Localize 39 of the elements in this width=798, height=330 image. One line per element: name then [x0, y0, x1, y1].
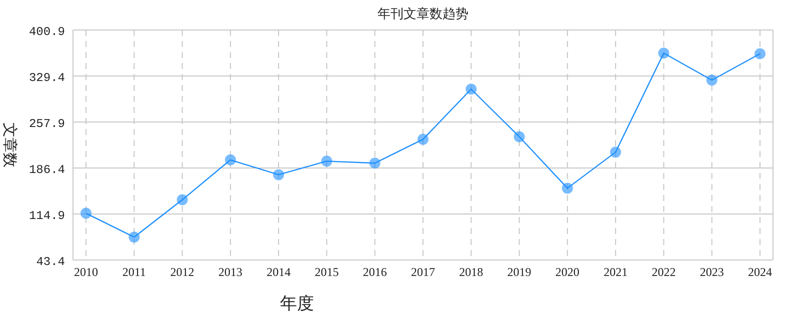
x-tick-label: 2013 — [218, 265, 242, 279]
chart-title: 年刊文章数趋势 — [378, 6, 468, 21]
y-tick-label: 400.9 — [28, 25, 65, 39]
x-tick-label: 2015 — [314, 265, 339, 279]
x-tick-label: 2011 — [122, 265, 146, 279]
x-tick-label: 2024 — [748, 265, 772, 279]
x-tick-label: 2021 — [604, 265, 628, 279]
point — [754, 48, 766, 60]
x-tick-label: 2019 — [507, 265, 532, 279]
y-axis-title: 文章数 — [1, 122, 18, 168]
x-tick-label: 2018 — [459, 265, 484, 279]
point — [658, 48, 670, 59]
y-tick-label: 257.9 — [28, 117, 65, 131]
point — [418, 134, 428, 145]
point — [706, 74, 718, 86]
x-tick-label: 2017 — [411, 265, 435, 279]
point — [273, 169, 284, 180]
point — [514, 131, 525, 142]
point — [369, 158, 380, 169]
point — [80, 208, 92, 219]
y-tick-label: 43.4 — [36, 255, 65, 269]
point — [224, 154, 236, 166]
x-tick-label: 2012 — [170, 265, 194, 279]
y-tick-label: 186.4 — [28, 163, 65, 177]
x-tick-label: 2022 — [652, 265, 676, 279]
x-axis-title: 年度 — [280, 294, 314, 313]
point — [610, 146, 622, 158]
point — [128, 232, 140, 243]
y-tick-label: 329.4 — [28, 71, 65, 85]
point — [466, 84, 477, 95]
x-tick-label: 2020 — [555, 265, 580, 279]
point — [562, 182, 573, 194]
point — [176, 194, 188, 206]
x-tick-label: 2010 — [74, 265, 98, 279]
point — [321, 156, 332, 167]
x-tick-label: 2016 — [362, 265, 387, 279]
x-tick-label: 2014 — [266, 265, 291, 279]
y-tick-label: 114.9 — [28, 209, 65, 223]
x-tick-label: 2023 — [700, 265, 724, 279]
